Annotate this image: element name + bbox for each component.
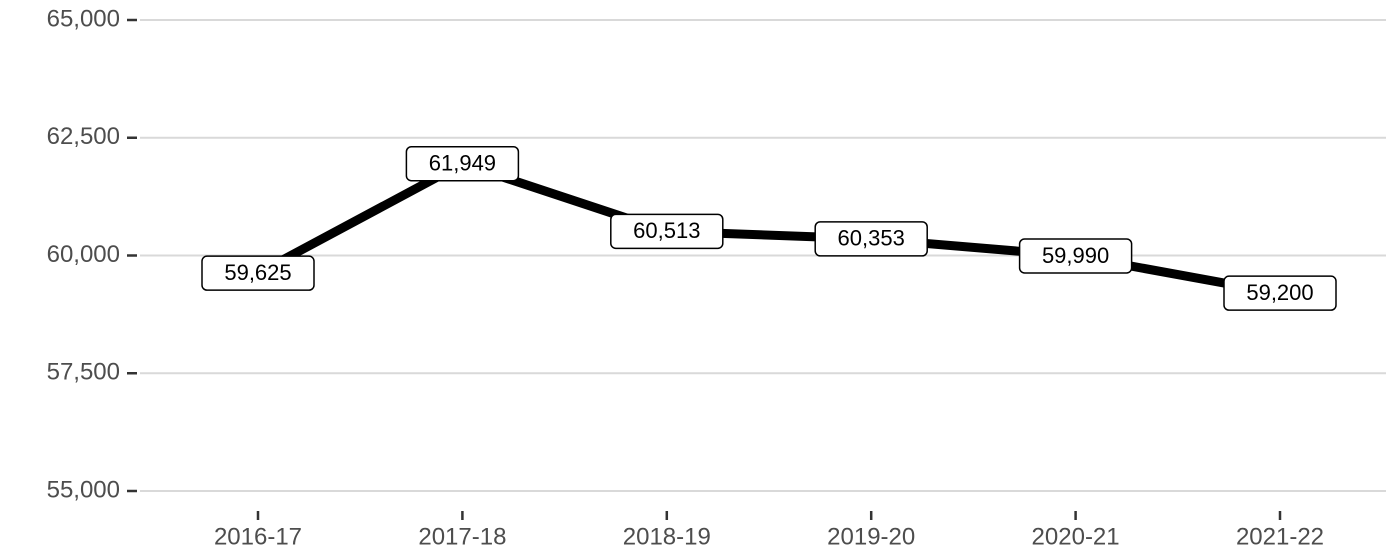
- x-tick-label: 2021-22: [1236, 523, 1324, 550]
- value-label-box: [1018, 238, 1133, 274]
- value-label-box: [405, 145, 520, 182]
- x-tick-label: 2017-18: [418, 523, 506, 550]
- y-tick-label: 55,000: [47, 476, 120, 503]
- x-tick-label: 2019-20: [827, 523, 915, 550]
- y-tick-label: 65,000: [47, 5, 120, 32]
- x-tick-label: 2016-17: [214, 523, 302, 550]
- y-tick-label: 57,500: [47, 359, 120, 386]
- value-label-box: [814, 221, 928, 257]
- value-label: 60,353: [838, 226, 905, 251]
- value-label-box: [610, 213, 724, 250]
- value-label: 60,513: [633, 218, 700, 243]
- x-tick-label: 2020-21: [1032, 523, 1120, 550]
- x-tick-label: 2018-19: [623, 523, 711, 550]
- value-label-box: [1223, 275, 1337, 311]
- data-line: [255, 159, 1281, 298]
- y-tick-label: 62,500: [47, 123, 120, 150]
- value-label: 59,625: [224, 260, 291, 285]
- value-label: 61,949: [429, 151, 496, 176]
- value-label-box: [201, 255, 315, 291]
- y-tick-label: 60,000: [47, 241, 120, 268]
- value-label: 59,990: [1042, 243, 1109, 268]
- value-label: 59,200: [1246, 280, 1313, 305]
